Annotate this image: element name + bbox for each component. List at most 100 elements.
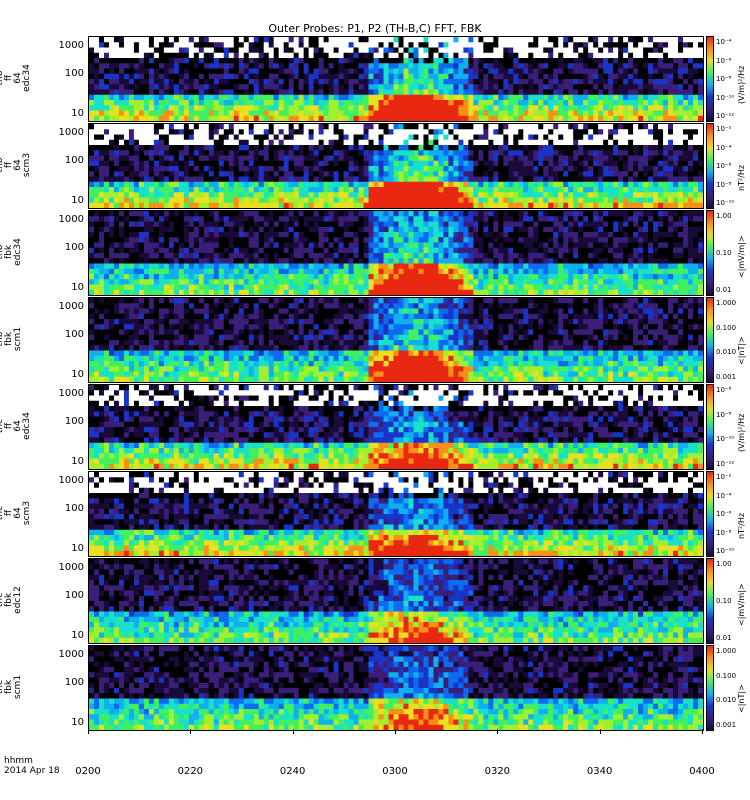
y-tick-label: 100 <box>64 676 84 688</box>
spectrogram-image <box>89 646 703 730</box>
y-tick-label: 100 <box>64 241 84 253</box>
chart-title: Outer Probes: P1, P2 (TH-B,C) FFT, FBK <box>268 22 482 35</box>
colorbar-tick-label: 10⁻⁶ <box>716 386 732 394</box>
colorbar-tick-label: 10⁻¹² <box>716 460 735 468</box>
x-tick-label: 0400 <box>689 766 715 777</box>
colorbar-tick-label: 0.001 <box>716 721 737 729</box>
colorbar-unit: (V/m)²/Hz <box>737 65 746 104</box>
spectrogram-image <box>89 37 703 121</box>
colorbar <box>706 471 714 557</box>
x-tick-mark <box>702 729 703 734</box>
colorbar-tick-label: 10⁻¹⁰ <box>716 93 735 102</box>
spectrogram-image <box>89 559 703 643</box>
x-tick-label: 0300 <box>382 766 408 777</box>
spectrogram-image <box>89 298 703 382</box>
colorbar-tick-label: 10⁻¹² <box>716 112 735 120</box>
colorbar-tick-label: 0.01 <box>716 286 732 294</box>
y-tick-label: 100 <box>64 415 84 427</box>
colorbar-tick-label: 10⁻⁴ <box>716 491 732 500</box>
spectrogram-panel <box>88 645 704 731</box>
colorbar-unit: <|nT|> <box>737 336 746 365</box>
x-tick-mark <box>497 729 499 734</box>
colorbar-tick-label: 0.10 <box>716 597 732 605</box>
colorbar <box>706 558 714 644</box>
colorbar-tick-label: 10⁻⁸ <box>716 75 732 83</box>
spectrogram-image <box>89 211 703 295</box>
colorbar-tick-label: 10⁻¹⁰ <box>716 199 735 207</box>
y-tick-label: 100 <box>64 502 84 514</box>
y-tick-label: 1000 <box>58 388 84 399</box>
y-tick-label: 100 <box>64 67 84 79</box>
colorbar <box>706 297 714 383</box>
y-tick-label: 1000 <box>58 562 84 573</box>
panel-label: thb fbk edc34 <box>0 238 23 266</box>
spectrogram-panel <box>88 210 704 296</box>
spectrogram-panel <box>88 123 704 209</box>
y-tick-label: 10 <box>71 717 84 728</box>
x-tick-label: 0200 <box>75 766 101 777</box>
y-tick-label: 10 <box>71 630 84 641</box>
colorbar-tick-label: 10⁻⁴ <box>716 143 732 152</box>
y-tick-label: 1000 <box>58 301 84 312</box>
panel-label: thc ff 64 edc34 <box>0 412 32 440</box>
colorbar-tick-label: 1.000 <box>716 647 737 655</box>
x-tick-mark <box>395 729 396 734</box>
y-tick-label: 100 <box>64 154 84 166</box>
colorbar-tick-label: 10⁻¹⁰ <box>716 435 735 444</box>
colorbar-tick-label: 10⁻² <box>716 473 732 481</box>
colorbar-tick-label: 0.100 <box>716 323 737 332</box>
colorbar <box>706 645 714 731</box>
y-tick-label: 1000 <box>58 127 84 138</box>
spectrogram-panel <box>88 384 704 470</box>
colorbar-tick-label: 10⁻⁸ <box>716 180 732 189</box>
colorbar-tick-label: 0.001 <box>716 373 737 381</box>
colorbar-tick-label: 10⁻¹⁰ <box>716 547 735 555</box>
panel-label: thb ff 64 edc34 <box>0 64 32 92</box>
y-tick-label: 10 <box>71 195 84 206</box>
x-tick-label: 0220 <box>177 766 204 777</box>
panel-label: thc ff 64 scm3 <box>0 500 32 526</box>
x-tick-label: 0340 <box>586 766 613 777</box>
colorbar-tick-label: 10⁻⁶ <box>716 510 732 518</box>
colorbar-tick-label: 0.01 <box>716 634 732 642</box>
colorbar-unit: <|nT|> <box>737 684 746 713</box>
colorbar-unit: <|mV/m|> <box>737 235 746 278</box>
colorbar <box>706 36 714 122</box>
y-tick-label: 100 <box>64 589 84 601</box>
x-tick-label: 0240 <box>279 766 306 777</box>
colorbar <box>706 210 714 296</box>
date-label: 2014 Apr 18 <box>4 766 60 776</box>
colorbar-tick-label: 10⁻⁸ <box>716 528 732 537</box>
y-tick-label: 10 <box>71 282 84 293</box>
colorbar-tick-label: 1.00 <box>716 560 732 568</box>
y-tick-label: 10 <box>71 543 84 554</box>
colorbar-unit: nT²/Hz <box>737 512 746 539</box>
colorbar-tick-label: 0.010 <box>716 696 737 705</box>
y-tick-label: 100 <box>64 328 84 340</box>
colorbar-tick-label: 10⁻⁶ <box>716 56 732 65</box>
colorbar <box>706 384 714 470</box>
spectrogram-panel <box>88 471 704 557</box>
colorbar-unit: <|mV/m|> <box>737 583 746 626</box>
y-tick-label: 1000 <box>58 649 84 660</box>
spectrogram-image <box>89 124 703 208</box>
spectrogram-image <box>89 472 703 556</box>
x-tick-mark <box>88 729 89 734</box>
colorbar-tick-label: 10⁻⁴ <box>716 38 732 46</box>
colorbar-tick-label: 1.00 <box>716 212 732 220</box>
spectrogram-panel <box>88 297 704 383</box>
panel-label: thb fbk scm1 <box>0 326 23 352</box>
x-tick-mark <box>292 729 294 734</box>
time-axis-label: hhmm <box>4 756 33 766</box>
colorbar <box>706 123 714 209</box>
y-tick-label: 1000 <box>58 214 84 225</box>
x-tick-label: 0320 <box>484 766 511 777</box>
y-tick-label: 1000 <box>58 40 84 51</box>
x-tick-mark <box>599 729 601 734</box>
y-tick-label: 10 <box>71 456 84 467</box>
colorbar-tick-label: 0.10 <box>716 249 732 257</box>
y-tick-label: 1000 <box>58 475 84 486</box>
panel-label: thc fbk scm1 <box>0 674 23 700</box>
colorbar-tick-label: 0.100 <box>716 671 737 680</box>
panel-label: thb ff 64 scm3 <box>0 152 32 178</box>
